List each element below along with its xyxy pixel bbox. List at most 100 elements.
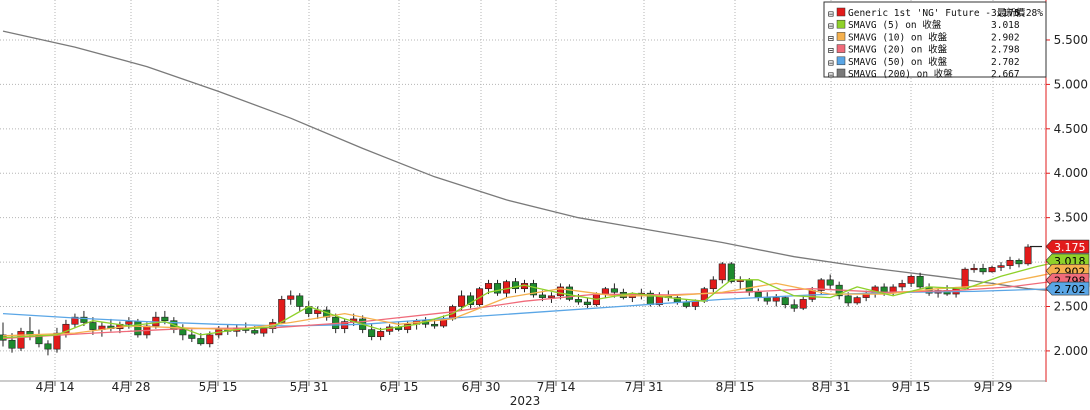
candle-body: [511, 281, 520, 290]
candle: [17, 327, 25, 351]
candle-body: [826, 279, 834, 286]
candle: [296, 293, 304, 311]
legend-change: 0.28%: [1014, 8, 1043, 19]
sma-line: [2, 287, 1065, 327]
candle-body: [898, 283, 906, 288]
candle-body: [377, 331, 385, 337]
candle-body: [475, 288, 484, 306]
candle-body: [772, 297, 780, 302]
candle: [826, 274, 834, 289]
candle-body: [763, 297, 771, 302]
candle-body: [431, 323, 439, 327]
y-tick-label: 2.500: [1054, 299, 1088, 313]
legend-expand-icon: ⊟: [828, 33, 834, 44]
candle-body: [368, 329, 376, 337]
legend-value: 2.902: [991, 32, 1020, 43]
legend-name: SMAVG (200) on 收盤: [848, 68, 953, 80]
candle: [790, 299, 798, 312]
legend-value: 2.798: [991, 45, 1020, 56]
sma-line: [2, 30, 1065, 293]
badge-value: 3.175: [1054, 241, 1086, 254]
x-tick-label: 7月 31: [625, 380, 664, 394]
candle: [287, 290, 295, 305]
legend-swatch: [836, 56, 846, 66]
x-tick-label: 9月 29: [974, 380, 1013, 394]
y-tick-label: 5.000: [1054, 77, 1088, 91]
candle: [475, 286, 484, 307]
candle: [979, 263, 987, 275]
candle-body: [781, 297, 789, 306]
candle-body: [682, 301, 690, 307]
legend-name: SMAVG (5) on 收盤: [848, 19, 942, 31]
y-tick-label: 4.500: [1054, 122, 1088, 136]
candle-body: [565, 286, 573, 300]
x-tick-label: 8月 31: [812, 380, 851, 394]
candle-body: [206, 334, 214, 345]
candle-body: [296, 295, 304, 307]
candle-body: [529, 283, 538, 296]
candle-body: [970, 267, 978, 271]
y-tick-label: 2.000: [1054, 344, 1088, 358]
candle-body: [493, 283, 502, 294]
candle: [44, 340, 52, 356]
candle-body: [916, 275, 924, 288]
candle-body: [574, 299, 582, 303]
legend-entry-sma: ⊟ SMAVG (20) on 收盤 2.798: [828, 44, 1020, 57]
candle: [898, 279, 906, 291]
candle-body: [547, 295, 556, 298]
x-tick-label: 9月 15: [892, 380, 931, 394]
candle: [8, 333, 16, 353]
candle: [179, 324, 187, 341]
badge-value: 2.702: [1054, 283, 1086, 296]
candle: [556, 283, 564, 300]
candle-body: [89, 322, 97, 330]
candle-body: [179, 329, 187, 336]
candle-body: [799, 299, 807, 309]
candle-body: [1006, 259, 1014, 266]
candle: [260, 326, 268, 337]
candle-body: [260, 328, 268, 334]
candle-body: [467, 295, 475, 306]
legend-name: SMAVG (50) on 收盤: [848, 56, 948, 68]
grid-lines: [0, 0, 1046, 382]
candle: [583, 297, 591, 309]
y-tick-label: 5.500: [1054, 33, 1088, 47]
candle-body: [80, 316, 88, 323]
candle: [970, 263, 978, 273]
candle-body: [125, 321, 133, 325]
last-value-badge: 3.175: [1045, 239, 1090, 254]
candle: [997, 262, 1005, 271]
candle-body: [458, 295, 466, 307]
candle: [511, 278, 520, 294]
candle-body: [1024, 246, 1032, 265]
candle-body: [583, 301, 591, 306]
candle-body: [601, 288, 609, 295]
legend-swatch: [836, 68, 846, 78]
candle-body: [8, 339, 16, 349]
x-tick-label: 7月 14: [537, 380, 576, 394]
candle: [907, 274, 915, 287]
candle-body: [727, 263, 735, 282]
candle: [916, 272, 924, 289]
sma-line: [2, 259, 1065, 339]
candle-body: [745, 279, 753, 293]
candle-body: [251, 330, 259, 334]
candle-body: [17, 331, 25, 349]
candle: [781, 295, 789, 309]
legend-value: 2.702: [991, 57, 1020, 68]
candle-body: [502, 281, 511, 294]
sma-line: [2, 270, 1065, 337]
candle-body: [287, 295, 295, 300]
sma-series: [2, 259, 1065, 340]
x-tick-label: 4月 28: [112, 380, 151, 394]
candle-body: [188, 334, 196, 339]
candle-body: [610, 288, 618, 293]
candle: [817, 278, 825, 295]
candle: [1024, 244, 1032, 266]
candle-body: [538, 294, 547, 298]
candle: [988, 265, 996, 273]
y-tick-label: 3.500: [1054, 211, 1088, 225]
badge-shape: [1045, 239, 1090, 254]
candle: [547, 292, 556, 303]
